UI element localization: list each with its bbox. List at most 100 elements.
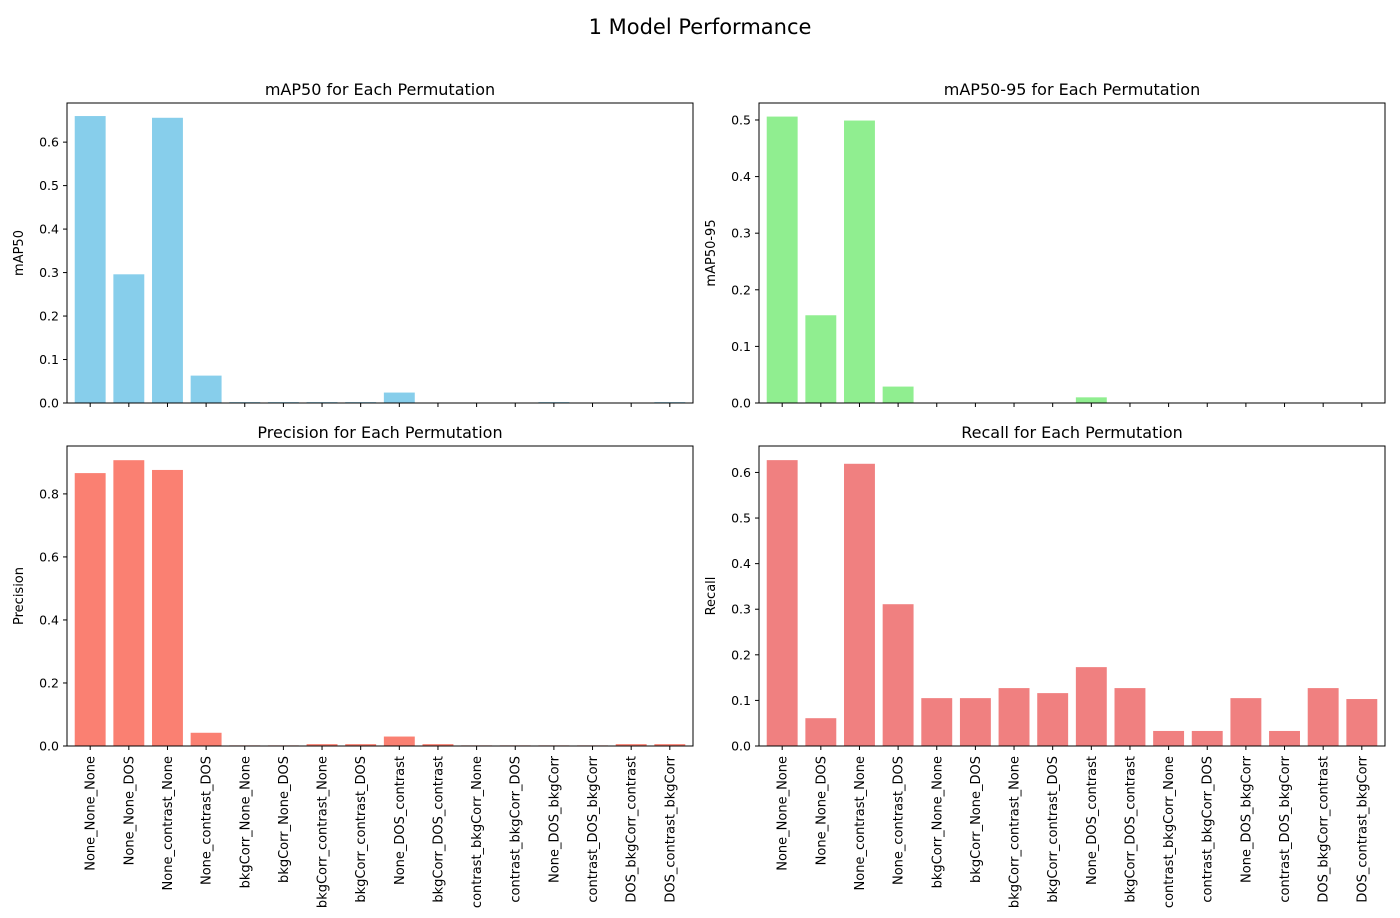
- bar-None_DOS_contrast: [1075, 667, 1107, 746]
- bar-contrast_bkgCorr_DOS: [1191, 730, 1223, 746]
- x-tick-label: bkgCorr_contrast_None: [1008, 756, 1023, 908]
- y-tick-label: 0.5: [731, 112, 751, 127]
- bar-None_contrast_DOS: [882, 386, 914, 403]
- bar-None_contrast_DOS: [190, 375, 222, 403]
- x-tick-label: None_DOS_bkgCorr: [1239, 755, 1254, 883]
- x-tick-label: bkgCorr_contrast_DOS: [1046, 756, 1061, 903]
- bar-None_contrast_None: [152, 117, 183, 404]
- x-tick-label: contrast_bkgCorr_None: [1162, 756, 1177, 908]
- subplot-2: mAP50-95 for Each Permutation mAP50-95 0.0…: [704, 80, 1386, 411]
- x-tick-label: bkgCorr_None_None: [930, 756, 945, 888]
- y-tick-label: 0.4: [731, 169, 751, 184]
- bar-None_None_None: [766, 460, 798, 746]
- bar-bkgCorr_contrast_None: [998, 688, 1030, 746]
- y-tick-label: 0.6: [39, 135, 59, 150]
- plot-frame: [66, 445, 694, 747]
- bar-None_DOS_contrast: [1075, 397, 1107, 403]
- x-tick-label: contrast_DOS_bkgCorr: [1278, 755, 1293, 902]
- y-axis-label: mAP50: [12, 230, 27, 276]
- y-tick-label: 0.1: [731, 693, 751, 708]
- plot-frame: [758, 102, 1386, 404]
- y-tick-label: 0.1: [39, 352, 59, 367]
- y-tick-label: 0.0: [731, 739, 751, 754]
- bar-bkgCorr_contrast_DOS: [1037, 693, 1069, 746]
- bar-None_None_None: [766, 116, 798, 404]
- plot-frame: [66, 102, 694, 404]
- x-tick-label: bkgCorr_None_DOS: [277, 756, 292, 883]
- bar-None_contrast_None: [844, 120, 875, 403]
- subplot-title: mAP50 for Each Permutation: [265, 80, 495, 99]
- y-axis-label: Recall: [704, 577, 719, 616]
- bar-None_None_DOS: [805, 718, 837, 746]
- x-tick-label: bkgCorr_None_DOS: [969, 756, 984, 883]
- x-tick-label: DOS_bkgCorr_contrast: [1317, 756, 1332, 903]
- subplot-3: Precision for Each Permutation Precision 0…: [12, 423, 694, 908]
- subplot-4: Recall for Each Permutation Recall 0.0 0.1 0…: [704, 423, 1386, 908]
- subplot-title: Precision for Each Permutation: [257, 423, 502, 442]
- x-tick-label: None_contrast_None: [161, 756, 176, 890]
- bar-None_None_DOS: [805, 315, 837, 403]
- bar-None_contrast_DOS: [882, 604, 914, 746]
- bar-bkgCorr_DOS_contrast: [422, 744, 454, 746]
- x-tick-label: DOS_bkgCorr_contrast: [625, 756, 640, 903]
- x-tick-label: contrast_bkgCorr_DOS: [1201, 756, 1216, 903]
- x-tick-label: None_None_None: [84, 756, 99, 871]
- y-tick-label: 0.3: [731, 226, 751, 241]
- subplot-grid: mAP50 for Each Permutation mAP50 0.0 0.1 0.2…: [12, 80, 1386, 908]
- subplot-title: mAP50-95 for Each Permutation: [944, 80, 1200, 99]
- bar-None_DOS_contrast: [383, 736, 415, 746]
- x-tick-label: bkgCorr_DOS_contrast: [431, 756, 446, 903]
- bar-DOS_bkgCorr_contrast: [615, 744, 647, 746]
- bar-bkgCorr_DOS_contrast: [1114, 688, 1146, 746]
- y-tick-label: 0.2: [39, 675, 59, 690]
- bar-bkgCorr_None_None: [921, 698, 953, 746]
- y-tick-label: 0.6: [39, 549, 59, 564]
- y-tick-label: 0.8: [39, 486, 59, 501]
- bar-None_contrast_None: [844, 463, 875, 746]
- x-tick-label: bkgCorr_contrast_DOS: [354, 756, 369, 903]
- x-tick-label: DOS_contrast_bkgCorr: [663, 755, 678, 902]
- bar-None_DOS_contrast: [383, 392, 415, 403]
- bar-None_None_DOS: [113, 460, 145, 746]
- x-tick-label: contrast_bkgCorr_DOS: [509, 756, 524, 903]
- x-tick-label: None_contrast_DOS: [892, 756, 907, 885]
- y-tick-label: 0.2: [731, 647, 751, 662]
- y-tick-label: 0.0: [39, 739, 59, 754]
- x-tick-label: contrast_bkgCorr_None: [470, 756, 485, 908]
- bar-bkgCorr_contrast_None: [306, 744, 338, 746]
- bar-DOS_contrast_bkgCorr: [1346, 699, 1378, 746]
- x-tick-label: None_contrast_None: [853, 756, 868, 890]
- y-tick-label: 0.2: [39, 309, 59, 324]
- x-tick-label: None_None_None: [776, 756, 791, 871]
- x-tick-label: bkgCorr_DOS_contrast: [1123, 756, 1138, 903]
- y-tick-label: 0.4: [39, 612, 59, 627]
- bar-None_None_None: [74, 116, 106, 403]
- bar-None_contrast_DOS: [190, 732, 222, 746]
- bar-bkgCorr_contrast_DOS: [345, 744, 377, 746]
- x-tick-label: None_contrast_DOS: [200, 756, 215, 885]
- bar-None_None_DOS: [113, 274, 145, 403]
- plot-frame: [758, 445, 1386, 747]
- subplot-title: Recall for Each Permutation: [961, 423, 1183, 442]
- x-tick-label: contrast_DOS_bkgCorr: [586, 755, 601, 902]
- y-tick-label: 0.4: [731, 556, 751, 571]
- y-axis-label: Precision: [12, 567, 27, 625]
- x-tick-label: bkgCorr_contrast_None: [316, 756, 331, 908]
- y-tick-label: 0.0: [39, 396, 59, 411]
- subplot-1: mAP50 for Each Permutation mAP50 0.0 0.1 0.2…: [12, 80, 694, 411]
- x-tick-label: None_None_DOS: [814, 756, 829, 865]
- bar-contrast_bkgCorr_None: [1153, 730, 1185, 746]
- bar-DOS_contrast_bkgCorr: [654, 744, 686, 746]
- x-tick-label: None_None_DOS: [122, 756, 137, 865]
- bar-contrast_DOS_bkgCorr: [1269, 730, 1300, 746]
- x-tick-label: None_DOS_contrast: [1085, 756, 1100, 885]
- x-tick-label: DOS_contrast_bkgCorr: [1355, 755, 1370, 902]
- bar-bkgCorr_None_DOS: [959, 698, 991, 746]
- bar-None_contrast_None: [152, 469, 183, 746]
- y-tick-label: 0.2: [731, 282, 751, 297]
- bar-None_DOS_bkgCorr: [1230, 698, 1262, 746]
- bar-DOS_bkgCorr_contrast: [1307, 688, 1339, 746]
- y-tick-label: 0.1: [731, 339, 751, 354]
- figure-suptitle: 1 Model Performance: [589, 15, 812, 39]
